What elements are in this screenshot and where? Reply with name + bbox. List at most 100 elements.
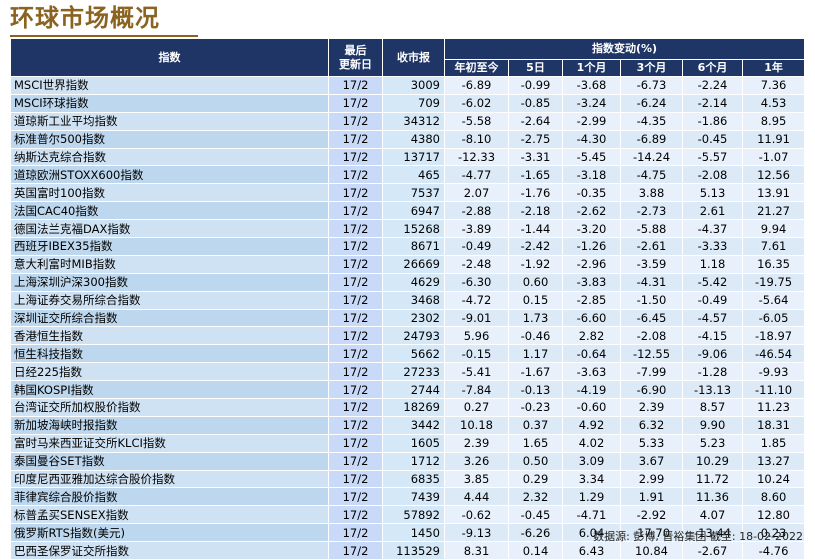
close-value-cell: 709 [382,93,445,113]
table-body: MSCI世界指数 17/2 3009 -6.89 -0.99 -3.68 -6.73 -2.2… [10,76,806,560]
header-change-group: 指数变动(%) [443,38,806,60]
change-cell: 2.61 [682,201,743,221]
table-row: MSCI环球指数 17/2 709 -6.02 -0.85 -3.24 -6.24 -2.14… [10,93,806,113]
change-cell: -4.72 [444,290,509,310]
update-date-cell: 17/2 [328,469,383,489]
update-date-cell: 17/2 [328,344,383,364]
change-cell: 12.56 [741,165,806,185]
change-cell: 4.02 [562,433,621,453]
header-period: 6个月 [682,59,743,77]
change-cell: 1.73 [508,308,563,328]
update-date-cell: 17/2 [328,451,383,471]
table-row: 英国富时100指数 17/2 7537 2.07 -1.76 -0.35 3.88 5.13 1… [10,183,806,203]
change-cell: -6.05 [741,308,806,328]
change-cell: -6.45 [620,308,683,328]
change-cell: -3.63 [562,362,621,382]
change-cell: -18.97 [741,326,806,346]
change-cell: 4.53 [741,93,806,113]
change-cell: -2.85 [562,290,621,310]
change-cell: 13.27 [741,451,806,471]
change-cell: -2.99 [562,111,621,131]
close-value-cell: 6947 [382,201,445,221]
change-cell: -5.58 [444,111,509,131]
change-cell: 6.04 [562,523,621,543]
table-row: 标普孟买SENSEX指数 17/2 57892 -0.62 -0.45 -4.71 -2.9… [10,505,806,525]
change-cell: 9.94 [741,219,806,239]
change-cell: -7.84 [444,380,509,400]
change-cell: 9.90 [682,415,743,435]
close-value-cell: 24793 [382,326,445,346]
change-cell: -6.26 [508,523,563,543]
update-date-cell: 17/2 [328,237,383,256]
change-cell: -0.35 [562,183,621,203]
table-row: 深圳证交所综合指数 17/2 2302 -9.01 1.73 -6.60 -6.45 -4.5… [10,308,806,328]
change-cell: -2.24 [682,76,743,95]
update-date-cell: 17/2 [328,326,383,346]
table-row: 上海证券交易所综合指数 17/2 3468 -4.72 0.15 -2.85 -1.50 -0… [10,290,806,310]
change-cell: -2.92 [620,505,683,525]
change-cell: 7.61 [741,237,806,256]
change-cell: 4.44 [444,487,509,507]
table-row: 菲律宾综合股价指数 17/2 7439 4.44 2.32 1.29 1.91 11.36 8.… [10,487,806,507]
change-cell: 1.18 [682,254,743,274]
close-value-cell: 15268 [382,219,445,239]
change-cell: 6.32 [620,415,683,435]
change-cell: -2.08 [682,165,743,185]
update-date-cell: 17/2 [328,201,383,221]
header-period: 5日 [508,59,563,77]
change-cell: 1.65 [508,433,563,453]
update-date-cell: 17/2 [328,487,383,507]
index-name-cell: MSCI世界指数 [10,76,329,95]
update-date-cell: 17/2 [328,183,383,203]
change-cell: 0.37 [508,415,563,435]
table-row: 香港恒生指数 17/2 24793 5.96 -0.46 2.82 -2.08 -4.15 -1… [10,326,806,346]
change-cell: -4.77 [444,165,509,185]
change-cell: -4.76 [741,541,806,560]
change-cell: -6.73 [620,76,683,95]
change-cell: -1.07 [741,147,806,167]
change-cell: -0.64 [562,344,621,364]
table-row: 台湾证交所加权股价指数 17/2 18269 0.27 -0.23 -0.60 2.39 8.… [10,398,806,417]
change-cell: -3.33 [682,237,743,256]
change-cell: -13.13 [682,380,743,400]
change-cell: -9.13 [444,523,509,543]
change-cell: -2.75 [508,129,563,149]
change-cell: -2.88 [444,201,509,221]
change-cell: -0.85 [508,93,563,113]
update-date-cell: 17/2 [328,523,383,543]
index-name-cell: 标普孟买SENSEX指数 [10,505,329,525]
change-cell: -2.67 [682,541,743,560]
index-name-cell: 德国法兰克福DAX指数 [10,219,329,239]
index-name-cell: MSCI环球指数 [10,93,329,113]
update-date-cell: 17/2 [328,254,383,274]
change-cell: -0.45 [682,129,743,149]
change-cell: 10.18 [444,415,509,435]
change-cell: 11.23 [741,398,806,417]
update-date-cell: 17/2 [328,76,383,95]
header-period: 年初至今 [444,59,509,77]
change-cell: -0.15 [444,344,509,364]
change-cell: 3.67 [620,451,683,471]
close-value-cell: 57892 [382,505,445,525]
header-update: 最后 更新日 [328,38,383,77]
change-cell: 0.50 [508,451,563,471]
change-cell: -6.90 [620,380,683,400]
update-date-cell: 17/2 [328,129,383,149]
close-value-cell: 4629 [382,272,445,292]
update-date-cell: 17/2 [328,147,383,167]
index-name-cell: 菲律宾综合股价指数 [10,487,329,507]
index-name-cell: 道琼斯工业平均指数 [10,111,329,131]
market-table: 指数 最后 更新日 收市报 指数变动(%) 年初至今 5日 1个月 3个月 6个… [10,38,806,560]
update-date-cell: 17/2 [328,415,383,435]
change-cell: 3.88 [620,183,683,203]
change-cell: 0.29 [508,469,563,489]
change-cell: -6.30 [444,272,509,292]
change-cell: 11.36 [682,487,743,507]
change-cell: -9.93 [741,362,806,382]
change-cell: 1.85 [741,433,806,453]
table-row: 德国法兰克福DAX指数 17/2 15268 -3.89 -1.44 -3.20 -5.88… [10,219,806,239]
close-value-cell: 2302 [382,308,445,328]
change-cell: -9.01 [444,308,509,328]
change-cell: 2.99 [620,469,683,489]
index-name-cell: 西班牙IBEX35指数 [10,237,329,256]
